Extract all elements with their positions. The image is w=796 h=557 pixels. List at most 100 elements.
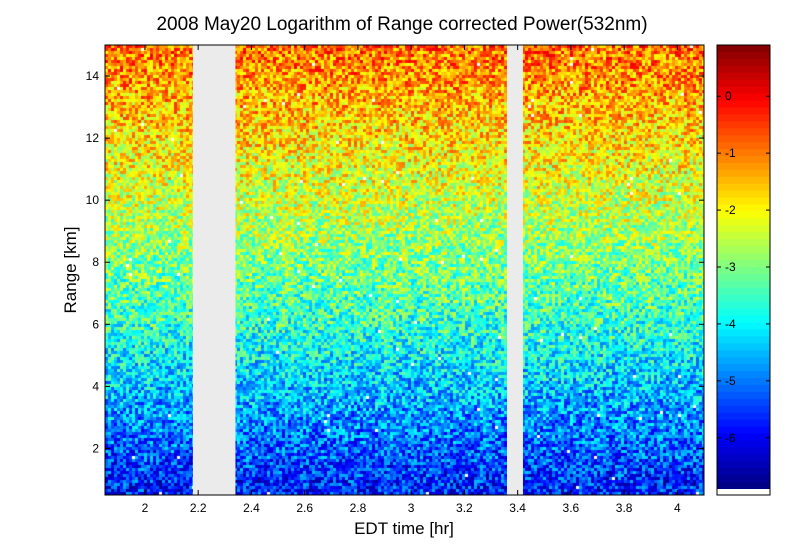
- colorbar-gradient: [717, 45, 770, 495]
- x-tick-label: 3.4: [509, 501, 526, 515]
- colorbar-step: [717, 121, 770, 129]
- colorbar-step: [717, 336, 770, 344]
- colorbar-step: [717, 350, 770, 358]
- colorbar-step: [717, 197, 770, 206]
- x-tick-label: 2.2: [190, 501, 207, 515]
- colorbar-step: [717, 149, 770, 157]
- colorbar-step: [717, 384, 770, 393]
- y-tick-label: 10: [86, 193, 100, 207]
- colorbar-step: [717, 398, 770, 407]
- y-axis-ticks: 2 4 6 8 10 12 14: [86, 69, 704, 455]
- colorbar-step: [717, 204, 770, 213]
- colorbar-step: [717, 51, 770, 60]
- x-axis-label: EDT time [hr]: [354, 519, 454, 538]
- colorbar-step: [717, 225, 770, 233]
- x-tick-label: 2.6: [296, 501, 313, 515]
- y-tick-label: 12: [86, 131, 100, 145]
- colorbar-tick-label: -2: [725, 203, 736, 217]
- colorbar-step: [717, 468, 770, 476]
- data-gap-2: [506, 45, 523, 495]
- y-tick-label: 6: [92, 317, 99, 331]
- colorbar-step: [717, 364, 770, 372]
- colorbar-step: [717, 45, 770, 53]
- colorbar-step: [717, 280, 770, 289]
- colorbar-step: [717, 183, 770, 192]
- colorbar-step: [717, 190, 770, 199]
- x-tick-label: 3.6: [563, 501, 580, 515]
- colorbar-step: [717, 86, 770, 95]
- chart-title: 2008 May20 Logarithm of Range corrected …: [156, 14, 647, 35]
- colorbar-step: [717, 72, 770, 81]
- colorbar-step: [717, 239, 770, 247]
- colorbar-step: [717, 142, 770, 150]
- colorbar-step: [717, 405, 770, 414]
- colorbar-step: [717, 211, 770, 220]
- y-axis-label: Range [km]: [61, 227, 80, 314]
- x-tick-label: 4: [674, 501, 681, 515]
- colorbar-step: [717, 273, 770, 282]
- colorbar-step: [717, 412, 770, 421]
- colorbar-tick-label: -5: [725, 374, 736, 388]
- colorbar-tick-label: -6: [725, 431, 736, 445]
- colorbar-step: [717, 433, 770, 442]
- x-tick-label: 3.8: [616, 501, 633, 515]
- colorbar-step: [717, 107, 770, 115]
- colorbar-step: [717, 371, 770, 379]
- x-tick-label: 2: [142, 501, 149, 515]
- colorbar-step: [717, 475, 770, 483]
- colorbar-step: [717, 162, 770, 171]
- colorbar-step: [717, 267, 770, 275]
- x-axis-ticks: 2 2.2 2.4 2.6 2.8 3 3.2 3.4 3.6 3.8 4: [142, 45, 681, 515]
- colorbar-step: [717, 79, 770, 88]
- colorbar-step: [717, 454, 770, 462]
- y-tick-label: 8: [92, 255, 99, 269]
- colorbar-ticks: 0 -1 -2 -3 -4 -5 -6: [717, 89, 770, 445]
- colorbar-step: [717, 343, 770, 351]
- colorbar-step: [717, 426, 770, 435]
- x-tick-label: 2.8: [350, 501, 367, 515]
- y-tick-label: 2: [92, 441, 99, 455]
- colorbar-step: [717, 315, 770, 324]
- colorbar-step: [717, 135, 770, 143]
- colorbar-step: [717, 419, 770, 428]
- colorbar: 0 -1 -2 -3 -4 -5 -6: [716, 44, 771, 496]
- colorbar-step: [717, 294, 770, 303]
- plot-area: 2 2.2 2.4 2.6 2.8 3 3.2 3.4 3.6 3.8 4 2 4 6 8 10 12 14: [86, 44, 705, 515]
- colorbar-step: [717, 100, 770, 109]
- colorbar-tick-label: -1: [725, 146, 736, 160]
- colorbar-step: [717, 440, 770, 448]
- colorbar-step: [717, 260, 770, 268]
- colorbar-step: [717, 156, 770, 164]
- colorbar-step: [717, 322, 770, 331]
- colorbar-step: [717, 482, 770, 490]
- x-tick-label: 3: [408, 501, 415, 515]
- colorbar-step: [717, 93, 770, 102]
- data-gaps: [192, 45, 523, 495]
- colorbar-step: [717, 301, 770, 310]
- colorbar-step: [717, 58, 770, 67]
- colorbar-step: [717, 461, 770, 469]
- colorbar-step: [717, 246, 770, 254]
- colorbar-step: [717, 308, 770, 317]
- colorbar-step: [717, 378, 770, 386]
- colorbar-tick-label: 0: [725, 89, 732, 103]
- colorbar-step: [717, 253, 770, 261]
- colorbar-step: [717, 357, 770, 365]
- colorbar-step: [717, 447, 770, 455]
- colorbar-step: [717, 65, 770, 74]
- y-tick-label: 4: [92, 379, 99, 393]
- colorbar-step: [717, 176, 770, 185]
- x-tick-label: 2.4: [243, 501, 260, 515]
- data-gap-1: [192, 45, 236, 495]
- plot-frame: [104, 44, 705, 496]
- colorbar-tick-label: -4: [725, 317, 736, 331]
- colorbar-step: [717, 169, 770, 178]
- y-tick-label: 14: [86, 69, 100, 83]
- colorbar-step: [717, 114, 770, 122]
- colorbar-overflow-swatch: [717, 489, 770, 495]
- colorbar-step: [717, 287, 770, 296]
- colorbar-step: [717, 329, 770, 337]
- colorbar-step: [717, 391, 770, 400]
- colorbar-step: [717, 232, 770, 240]
